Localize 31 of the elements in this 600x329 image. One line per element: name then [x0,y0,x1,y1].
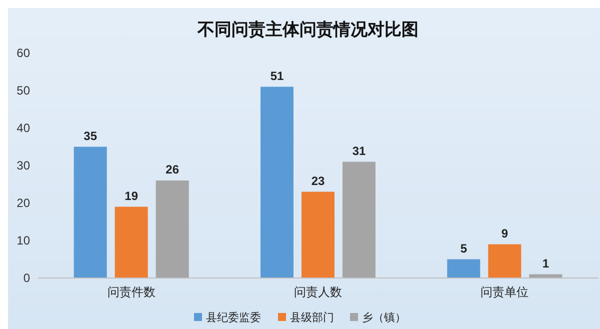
y-tick-label: 0 [23,271,30,285]
data-label: 5 [460,241,468,256]
bar [74,146,107,278]
x-tick-label: 问责件数 [107,285,156,299]
data-label: 19 [124,188,138,203]
y-tick-label: 40 [16,121,30,135]
bar [114,206,148,278]
legend-label: 县纪委监委 [206,311,261,324]
data-label: 9 [501,226,508,240]
data-label: 23 [311,174,325,188]
y-tick-label: 50 [16,84,30,98]
x-tick-label: 问责单位 [480,285,529,299]
bar [260,86,294,278]
y-tick-label: 20 [16,196,30,210]
bar [302,192,334,278]
y-tick-label: 60 [16,46,30,60]
data-label: 35 [84,128,98,143]
data-label: 1 [542,256,550,270]
data-label: 31 [352,144,366,158]
legend-label: 乡（镇） [362,311,406,324]
bar [156,180,189,278]
x-tick-label: 问责人数 [294,285,342,299]
legend-label: 县级部门 [290,311,334,324]
bar [447,259,480,278]
bar [488,244,522,278]
data-label: 26 [166,162,180,176]
chart-title: 不同问责主体问责情况对比图 [196,20,418,39]
y-tick-label: 30 [16,158,30,172]
y-tick-label: 10 [16,234,30,248]
bar [342,162,376,278]
data-label: 51 [270,68,284,83]
